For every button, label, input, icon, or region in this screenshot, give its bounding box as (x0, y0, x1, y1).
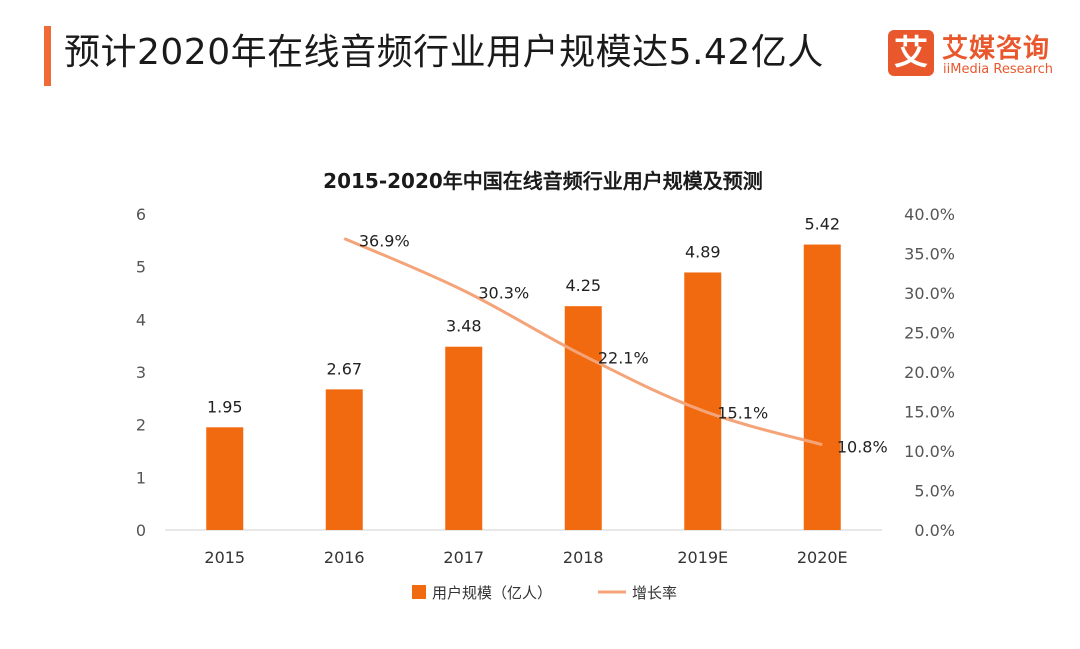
x-tick-label: 2018 (563, 548, 604, 567)
y-right-tick-label: 10.0% (904, 442, 955, 461)
y-right-tick-label: 25.0% (904, 324, 955, 343)
logo-name-en: iiMedia Research (943, 62, 1054, 77)
y-left-tick-label: 1 (136, 468, 146, 487)
y-right-tick-label: 0.0% (914, 521, 955, 540)
growth-rate-label: 22.1% (598, 348, 649, 367)
x-tick-label: 2017 (443, 548, 484, 567)
bar-series: 1.95 2.67 3.48 4.25 4.89 5.42 (206, 215, 841, 530)
bar (206, 427, 244, 530)
legend-bar-swatch (412, 585, 426, 599)
line-series: 36.9% 30.3% 22.1% 15.1% 10.8% (343, 231, 888, 457)
bar-value-label: 4.25 (565, 276, 601, 295)
bar-value-label: 5.42 (804, 215, 840, 234)
y-left-tick-label: 6 (136, 205, 146, 224)
bar (684, 272, 722, 530)
growth-rate-line (343, 237, 823, 447)
y-left-tick-label: 2 (136, 416, 146, 435)
y-right-tick-label: 30.0% (904, 284, 955, 303)
x-tick-label: 2016 (324, 548, 365, 567)
y-right-tick-label: 15.0% (904, 403, 955, 422)
chart-axes: 0 1 2 3 4 5 6 0.0% 5.0% 10.0% 15.0% 20.0% 25.0% 30.0%… (136, 205, 955, 567)
y-left-tick-label: 4 (136, 310, 146, 329)
bar-value-label: 1.95 (207, 397, 243, 416)
x-tick-label: 2019E (677, 548, 728, 567)
y-right-tick-label: 35.0% (904, 245, 955, 264)
chart-legend: 用户规模（亿人） 增长率 (412, 584, 677, 602)
bar-value-label: 4.89 (685, 242, 721, 261)
bar (325, 389, 363, 530)
growth-rate-label: 36.9% (359, 231, 410, 250)
y-right-tick-label: 20.0% (904, 363, 955, 382)
growth-rate-label: 15.1% (717, 404, 768, 423)
y-left-tick-label: 0 (136, 521, 146, 540)
y-right-tick-label: 5.0% (914, 482, 955, 501)
x-tick-label: 2020E (797, 548, 848, 567)
bar-value-label: 3.48 (446, 317, 482, 336)
growth-rate-label: 30.3% (478, 284, 529, 303)
bar (803, 244, 841, 530)
y-left-tick-label: 3 (136, 363, 146, 382)
bar-value-label: 2.67 (326, 359, 362, 378)
bar (445, 346, 483, 530)
y-left-tick-label: 5 (136, 258, 146, 277)
chart-title: 2015-2020年中国在线音频行业用户规模及预测 (323, 169, 763, 193)
y-right-tick-label: 40.0% (904, 205, 955, 224)
growth-rate-label: 10.8% (837, 438, 888, 457)
page-title: 预计2020年在线音频行业用户规模达5.42亿人 (64, 32, 824, 73)
legend-bar-label: 用户规模（亿人） (432, 584, 552, 602)
logo-mark-icon: 艾 (888, 30, 934, 76)
title-accent-bar (44, 26, 51, 86)
legend-line-label: 增长率 (632, 584, 677, 602)
x-tick-label: 2015 (204, 548, 245, 567)
logo-name-cn: 艾媒咨询 (942, 34, 1051, 64)
brand-logo: 艾 艾媒咨询 iiMedia Research (888, 30, 1068, 82)
bar (564, 306, 602, 530)
